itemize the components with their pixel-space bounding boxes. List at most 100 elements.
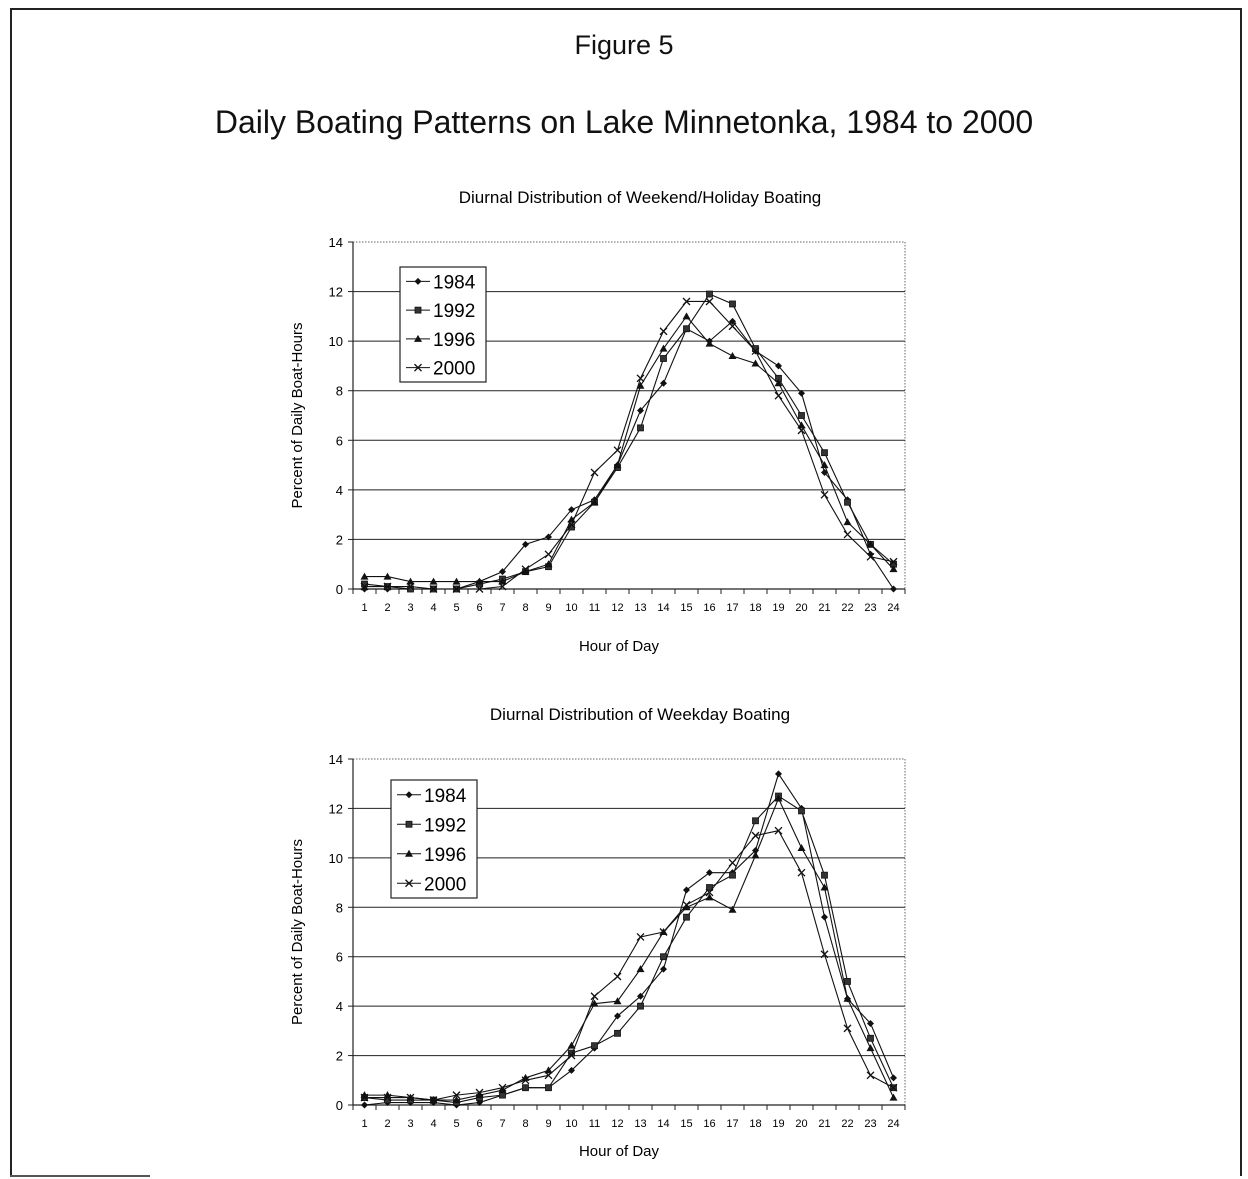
legend-marker <box>414 277 422 285</box>
data-point <box>705 888 714 897</box>
chart-1: Diurnal Distribution of Weekend/Holiday … <box>289 188 906 655</box>
data-point <box>475 585 484 593</box>
data-point <box>844 498 851 506</box>
y-tick-label: 6 <box>336 433 343 448</box>
data-point <box>383 572 392 580</box>
data-point <box>728 905 737 913</box>
y-tick-label: 14 <box>329 235 343 250</box>
data-point <box>821 449 828 457</box>
x-axis-label: Hour of Day <box>579 638 660 655</box>
data-point <box>544 1071 553 1080</box>
data-point <box>682 297 691 306</box>
data-point <box>567 1041 576 1049</box>
data-point <box>866 552 875 561</box>
data-point <box>544 550 553 559</box>
y-tick-label: 8 <box>336 384 343 399</box>
x-tick-label: 1 <box>361 1118 367 1130</box>
data-point <box>751 851 760 859</box>
series-line <box>364 830 894 1101</box>
x-tick-label: 12 <box>611 602 623 614</box>
data-point <box>406 582 415 591</box>
x-tick-label: 16 <box>703 602 715 614</box>
data-point <box>475 1091 484 1099</box>
x-tick-label: 20 <box>795 602 807 614</box>
data-point <box>360 572 369 580</box>
data-point <box>889 565 898 573</box>
legend-label: 1996 <box>433 330 475 351</box>
y-tick-label: 10 <box>329 334 343 349</box>
x-tick-label: 6 <box>476 602 482 614</box>
x-axis-label: Hour of Day <box>579 1143 660 1160</box>
data-point <box>775 770 782 778</box>
x-tick-label: 14 <box>657 1118 669 1130</box>
data-point <box>567 520 576 529</box>
data-point <box>591 1042 598 1050</box>
data-point <box>498 1086 507 1094</box>
data-point <box>545 533 552 541</box>
x-tick-label: 18 <box>749 602 761 614</box>
data-point <box>429 577 438 585</box>
data-point <box>522 540 529 548</box>
data-point <box>406 577 415 585</box>
data-point <box>843 1024 852 1033</box>
x-tick-label: 11 <box>589 602 600 614</box>
legend-label: 1996 <box>424 845 466 866</box>
x-tick-label: 5 <box>453 602 459 614</box>
data-point <box>729 300 736 308</box>
y-axis-label: Percent of Daily Boat-Hours <box>289 839 306 1025</box>
y-tick-label: 0 <box>336 582 343 597</box>
figure-frame <box>10 8 1242 1176</box>
x-tick-label: 17 <box>726 602 738 614</box>
data-point <box>360 582 369 591</box>
data-point <box>774 794 783 802</box>
data-point <box>544 560 553 568</box>
series-line <box>364 797 894 1101</box>
x-tick-label: 19 <box>772 602 784 614</box>
data-point <box>798 807 805 815</box>
y-tick-label: 4 <box>336 483 343 498</box>
data-point <box>590 992 599 1001</box>
x-tick-label: 14 <box>657 602 669 614</box>
data-point <box>751 359 760 367</box>
data-point <box>751 347 760 356</box>
data-point <box>706 884 713 891</box>
data-point <box>889 1093 898 1101</box>
x-tick-label: 3 <box>407 1118 413 1130</box>
data-point <box>797 426 806 435</box>
x-tick-label: 15 <box>680 602 692 614</box>
data-point <box>866 540 875 548</box>
chart-title: Diurnal Distribution of Weekday Boating <box>490 705 790 724</box>
data-point <box>590 498 599 506</box>
data-point <box>659 928 668 936</box>
data-point <box>728 352 737 360</box>
legend-marker <box>405 849 413 857</box>
data-point <box>475 577 484 585</box>
data-point <box>890 1074 897 1082</box>
data-point <box>683 913 690 921</box>
data-point <box>821 913 828 921</box>
data-point <box>844 978 851 985</box>
legend-marker <box>405 791 413 799</box>
x-tick-label: 4 <box>430 1118 436 1130</box>
data-point <box>637 424 644 432</box>
x-tick-label: 13 <box>634 1118 646 1130</box>
y-tick-label: 12 <box>329 285 343 300</box>
data-point <box>682 900 691 909</box>
data-point <box>545 1084 552 1092</box>
data-point <box>613 446 622 455</box>
data-point <box>383 1093 392 1102</box>
data-point <box>774 379 783 387</box>
data-point <box>521 567 530 575</box>
x-tick-label: 21 <box>818 1118 830 1130</box>
data-point <box>613 997 622 1005</box>
y-tick-label: 2 <box>336 1049 343 1064</box>
data-point <box>705 339 714 347</box>
data-point <box>614 1012 621 1020</box>
x-tick-label: 17 <box>726 1118 738 1130</box>
data-point <box>637 992 644 1000</box>
data-point <box>613 972 622 981</box>
data-point <box>774 391 783 400</box>
x-tick-label: 7 <box>499 1118 505 1130</box>
data-point <box>568 506 575 514</box>
data-point <box>429 1096 438 1105</box>
